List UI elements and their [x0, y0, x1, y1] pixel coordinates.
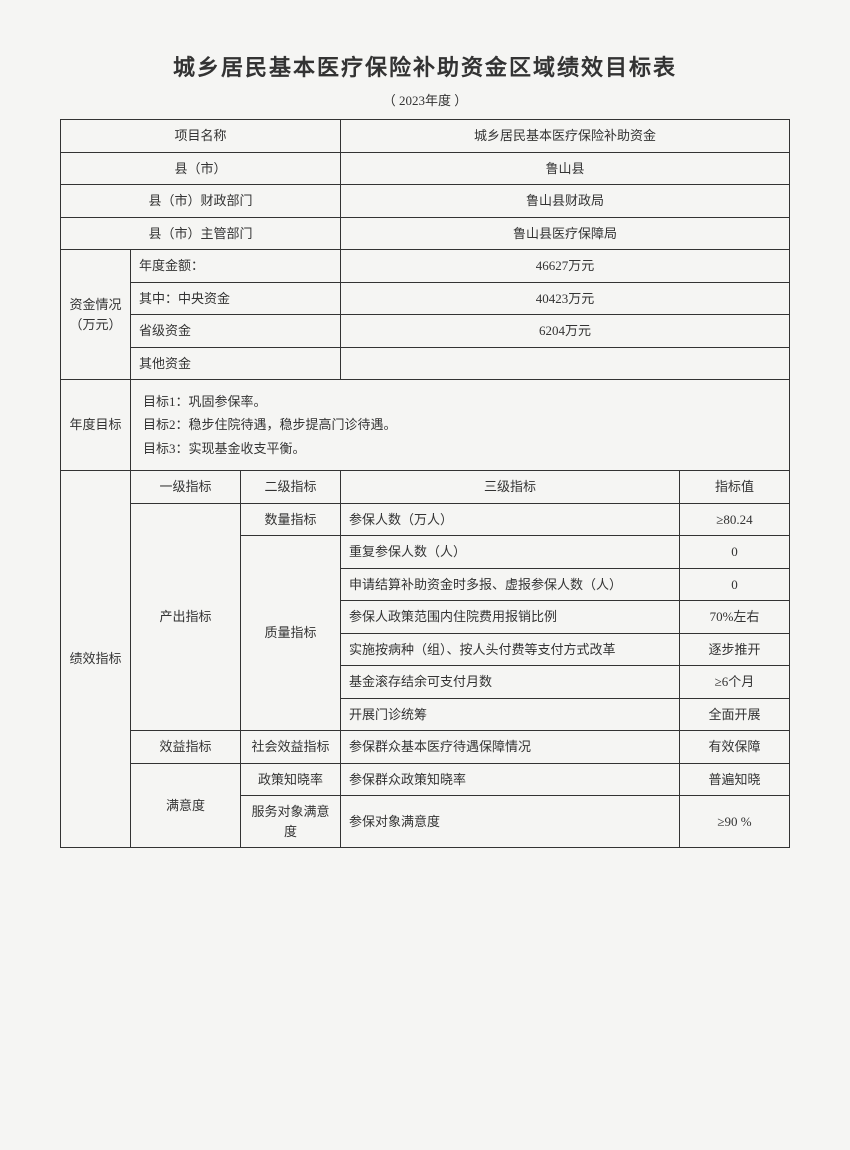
- satisfaction-label: 满意度: [131, 763, 241, 848]
- page-title: 城乡居民基本医疗保险补助资金区域绩效目标表: [60, 50, 790, 82]
- goals-cell: 目标1：巩固参保率。 目标2：稳步住院待遇，稳步提高门诊待遇。 目标3：实现基金…: [131, 380, 790, 471]
- output-r7-v: 全面开展: [680, 698, 790, 731]
- project-name-label: 项目名称: [61, 120, 341, 153]
- indicator-hdr-l1: 一级指标: [131, 471, 241, 504]
- table-row: 效益指标 社会效益指标 参保群众基本医疗待遇保障情况 有效保障: [61, 731, 790, 764]
- satisfaction-r2-v: ≥90 %: [680, 796, 790, 848]
- page-subtitle: （ 2023年度 ）: [60, 90, 790, 109]
- satisfaction-r1-l3: 参保群众政策知晓率: [341, 763, 680, 796]
- qual-label: 质量指标: [241, 536, 341, 731]
- mgmt-dept-label: 县（市）主管部门: [61, 217, 341, 250]
- output-r5-v: 逐步推开: [680, 633, 790, 666]
- indicator-hdr-l2: 二级指标: [241, 471, 341, 504]
- county-label: 县（市）: [61, 152, 341, 185]
- benefit-r1-l3: 参保群众基本医疗待遇保障情况: [341, 731, 680, 764]
- funds-section-label: 资金情况（万元）: [61, 250, 131, 380]
- output-r2-l3: 重复参保人数（人）: [341, 536, 680, 569]
- funds-provincial-value: 6204万元: [341, 315, 790, 348]
- table-row: 产出指标 数量指标 参保人数（万人） ≥80.24: [61, 503, 790, 536]
- table-row: 其中：中央资金 40423万元: [61, 282, 790, 315]
- service-label: 服务对象满意度: [241, 796, 341, 848]
- output-r6-l3: 基金滚存结余可支付月数: [341, 666, 680, 699]
- table-row: 县（市）财政部门 鲁山县财政局: [61, 185, 790, 218]
- table-row: 其他资金: [61, 347, 790, 380]
- table-row: 绩效指标 一级指标 二级指标 三级指标 指标值: [61, 471, 790, 504]
- indicators-section-label: 绩效指标: [61, 471, 131, 848]
- county-value: 鲁山县: [341, 152, 790, 185]
- main-table: 项目名称 城乡居民基本医疗保险补助资金 县（市） 鲁山县 县（市）财政部门 鲁山…: [60, 119, 790, 848]
- goal-3: 目标3：实现基金收支平衡。: [143, 437, 777, 460]
- output-r2-v: 0: [680, 536, 790, 569]
- mgmt-dept-value: 鲁山县医疗保障局: [341, 217, 790, 250]
- funds-central-value: 40423万元: [341, 282, 790, 315]
- goal-1: 目标1：巩固参保率。: [143, 390, 777, 413]
- output-r1-l3: 参保人数（万人）: [341, 503, 680, 536]
- satisfaction-r1-v: 普遍知晓: [680, 763, 790, 796]
- goal-2: 目标2：稳步住院待遇，稳步提高门诊待遇。: [143, 413, 777, 436]
- table-row: 年度目标 目标1：巩固参保率。 目标2：稳步住院待遇，稳步提高门诊待遇。 目标3…: [61, 380, 790, 471]
- funds-other-label: 其他资金: [131, 347, 341, 380]
- table-row: 县（市） 鲁山县: [61, 152, 790, 185]
- policy-label: 政策知晓率: [241, 763, 341, 796]
- output-r4-v: 70%左右: [680, 601, 790, 634]
- table-row: 满意度 政策知晓率 参保群众政策知晓率 普遍知晓: [61, 763, 790, 796]
- output-r7-l3: 开展门诊统筹: [341, 698, 680, 731]
- finance-dept-label: 县（市）财政部门: [61, 185, 341, 218]
- funds-provincial-label: 省级资金: [131, 315, 341, 348]
- output-label: 产出指标: [131, 503, 241, 731]
- social-benefit-label: 社会效益指标: [241, 731, 341, 764]
- benefit-r1-v: 有效保障: [680, 731, 790, 764]
- table-row: 项目名称 城乡居民基本医疗保险补助资金: [61, 120, 790, 153]
- qty-label: 数量指标: [241, 503, 341, 536]
- indicator-hdr-val: 指标值: [680, 471, 790, 504]
- output-r4-l3: 参保人政策范围内住院费用报销比例: [341, 601, 680, 634]
- table-row: 县（市）主管部门 鲁山县医疗保障局: [61, 217, 790, 250]
- funds-annual-value: 46627万元: [341, 250, 790, 283]
- benefit-label: 效益指标: [131, 731, 241, 764]
- indicator-hdr-l3: 三级指标: [341, 471, 680, 504]
- output-r5-l3: 实施按病种（组）、按人头付费等支付方式改革: [341, 633, 680, 666]
- table-row: 省级资金 6204万元: [61, 315, 790, 348]
- funds-central-label: 其中：中央资金: [131, 282, 341, 315]
- project-name-value: 城乡居民基本医疗保险补助资金: [341, 120, 790, 153]
- output-r3-v: 0: [680, 568, 790, 601]
- table-row: 资金情况（万元） 年度金额： 46627万元: [61, 250, 790, 283]
- satisfaction-r2-l3: 参保对象满意度: [341, 796, 680, 848]
- funds-other-value: [341, 347, 790, 380]
- output-r6-v: ≥6个月: [680, 666, 790, 699]
- finance-dept-value: 鲁山县财政局: [341, 185, 790, 218]
- funds-annual-label: 年度金额：: [131, 250, 341, 283]
- goals-label: 年度目标: [61, 380, 131, 471]
- output-r3-l3: 申请结算补助资金时多报、虚报参保人数（人）: [341, 568, 680, 601]
- output-r1-v: ≥80.24: [680, 503, 790, 536]
